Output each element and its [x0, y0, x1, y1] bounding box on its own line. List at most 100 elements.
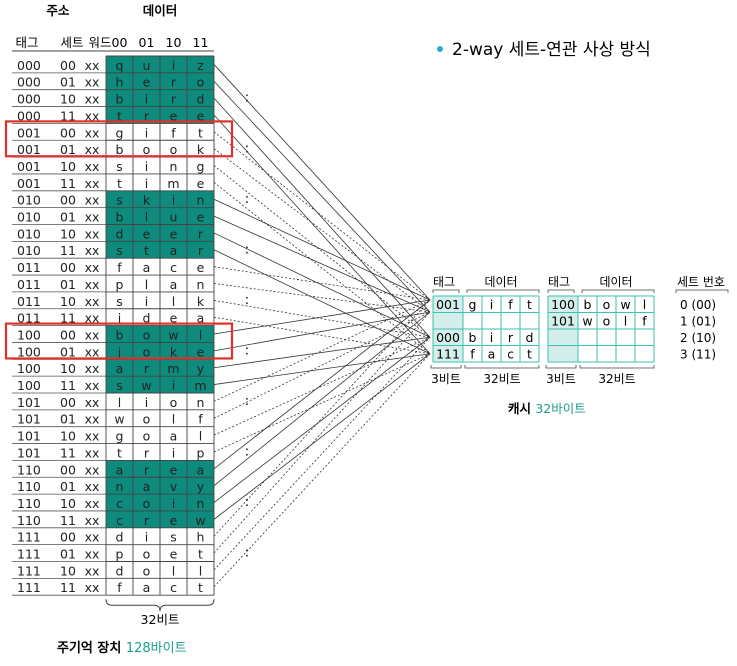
continuation-dots: :: [245, 293, 249, 308]
row-word: xx: [85, 58, 100, 73]
continuation-dots: :: [245, 242, 249, 257]
row-byte: l: [118, 395, 121, 410]
row-word: xx: [85, 547, 100, 562]
row-word: xx: [85, 496, 100, 511]
memory-row: 111 10 xx d o l l: [12, 563, 202, 579]
address-label: 주소: [46, 3, 70, 18]
set-number: 0 (00): [680, 298, 716, 312]
row-tag: 011: [17, 294, 41, 309]
continuation-dots: :: [245, 445, 249, 460]
row-byte: m: [167, 176, 179, 191]
row-word: xx: [85, 513, 100, 528]
row-tag: 001: [17, 176, 41, 191]
row-byte: y: [197, 361, 205, 376]
row-tag: 101: [17, 395, 41, 410]
memory-row: 010 11 xx s t a r: [12, 241, 214, 259]
way1-byte: t: [527, 297, 532, 312]
cache-caption: 캐시 32바이트: [508, 401, 586, 416]
row-byte: w: [141, 378, 151, 393]
row-byte: m: [194, 378, 206, 393]
mapping-line: [213, 336, 431, 436]
continuation-dots: :: [245, 192, 249, 207]
row-byte: a: [143, 580, 151, 595]
memory-row: 110 11 xx c r e w: [12, 510, 214, 529]
row-word: xx: [85, 479, 100, 494]
row-byte: t: [117, 176, 122, 191]
row-byte: n: [170, 159, 178, 174]
row-byte: y: [197, 479, 205, 494]
cache-header-bracket: [581, 289, 655, 293]
row-byte: a: [116, 462, 124, 477]
row-byte: k: [197, 142, 205, 157]
mapping-line: [213, 148, 431, 313]
bits-bracket: [579, 365, 655, 369]
width-brace: [105, 599, 215, 612]
row-tag: 010: [17, 226, 41, 241]
memory-caption-size: 128바이트: [126, 641, 187, 656]
mapping-line: [213, 232, 431, 338]
row-set: 10: [60, 563, 76, 578]
way1-tag: 000: [436, 330, 460, 345]
row-tag: 100: [17, 378, 41, 393]
cache-header-bracket: [466, 289, 540, 293]
row-word: xx: [85, 277, 100, 292]
row-byte: i: [145, 159, 148, 174]
row-byte: c: [116, 513, 123, 528]
memory-row: 011 10 xx s i l k: [12, 294, 205, 310]
row-byte: c: [170, 260, 177, 275]
memory-row: 101 01 xx w o l f: [12, 412, 203, 428]
row-tag: 010: [17, 243, 41, 258]
word-header-1: 01: [139, 35, 155, 50]
selected-row-box: [4, 120, 234, 158]
way2-byte: w: [620, 297, 630, 312]
way2-byte: f: [642, 314, 647, 329]
row-word: xx: [85, 108, 100, 123]
word-header-3: 11: [193, 35, 209, 50]
mapping-line: [213, 353, 431, 453]
row-word: xx: [85, 344, 100, 359]
row-byte: o: [143, 327, 151, 342]
row-byte: i: [145, 395, 148, 410]
row-byte: r: [144, 462, 150, 477]
row-byte: c: [170, 580, 177, 595]
mapping-line: [213, 353, 431, 520]
memory-row: 001 00 xx g i f t: [12, 125, 203, 141]
row-byte: l: [172, 294, 175, 309]
row-tag: 001: [17, 142, 41, 157]
way1-byte: b: [469, 330, 477, 345]
row-word: xx: [85, 176, 100, 191]
mapping-line: [213, 165, 431, 338]
memory-row: 100 00 xx b o w l: [12, 325, 214, 343]
row-byte: o: [197, 75, 205, 90]
memory-row: 010 10 xx d e e r: [12, 224, 214, 242]
cache-header-0: 태그: [433, 275, 455, 289]
row-byte: i: [145, 125, 148, 140]
memory-caption: 주기억 장치 128바이트: [57, 640, 187, 656]
row-set: 11: [60, 243, 76, 258]
row-byte: f: [117, 580, 122, 595]
continuation-dots: :: [245, 343, 249, 358]
row-byte: h: [197, 530, 205, 545]
row-tag: 000: [17, 92, 41, 107]
row-byte: k: [170, 344, 178, 359]
row-byte: r: [171, 75, 177, 90]
row-byte: p: [116, 547, 124, 562]
cache-header-1: 데이터: [484, 275, 517, 289]
bits-label: 32비트: [598, 372, 635, 386]
row-word: xx: [85, 294, 100, 309]
row-word: xx: [85, 412, 100, 427]
row-tag: 101: [17, 445, 41, 460]
row-byte: e: [170, 226, 178, 241]
row-set: 10: [60, 429, 76, 444]
cache-header-4: 세트 번호: [677, 275, 725, 289]
row-byte: i: [172, 58, 175, 73]
row-byte: b: [116, 327, 124, 342]
row-tag: 100: [17, 361, 41, 376]
row-word: xx: [85, 210, 100, 225]
row-tag: 101: [17, 429, 41, 444]
row-tag: 111: [17, 547, 41, 562]
mapping-line: [213, 97, 431, 338]
row-byte: s: [116, 294, 123, 309]
